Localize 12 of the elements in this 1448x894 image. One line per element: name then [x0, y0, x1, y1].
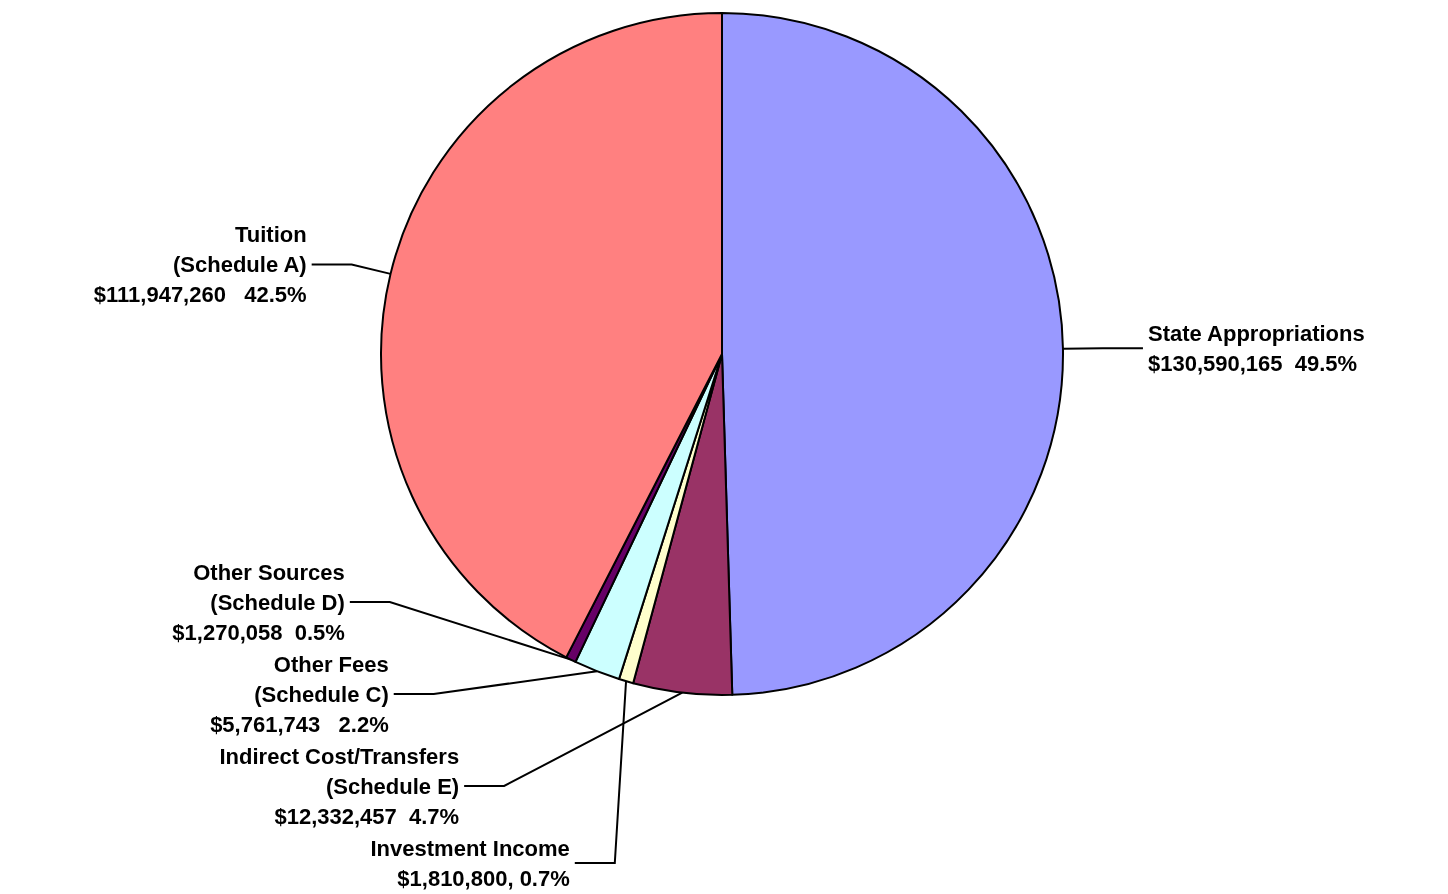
slice-label: Tuition (Schedule A) [173, 221, 307, 277]
data-label: $111,947,260 42.5% [93, 281, 307, 307]
slice-label: Investment Income [370, 835, 570, 861]
data-label: $1,270,058 0.5% [172, 619, 345, 645]
slice-label: Other Sources (Schedule D) [193, 559, 345, 615]
slice-label: Indirect Cost/Transfers (Schedule E) [219, 743, 460, 799]
data-label: $5,761,743 2.2% [210, 711, 389, 737]
data-label: $130,590,165 49.5% [1147, 350, 1358, 376]
slice-label: State Appropriations [1147, 320, 1365, 346]
slice-label: Other Fees (Schedule C) [254, 651, 389, 707]
data-label: $1,810,800, 0.7% [397, 865, 570, 891]
data-label: $12,332,457 4.7% [274, 803, 460, 829]
